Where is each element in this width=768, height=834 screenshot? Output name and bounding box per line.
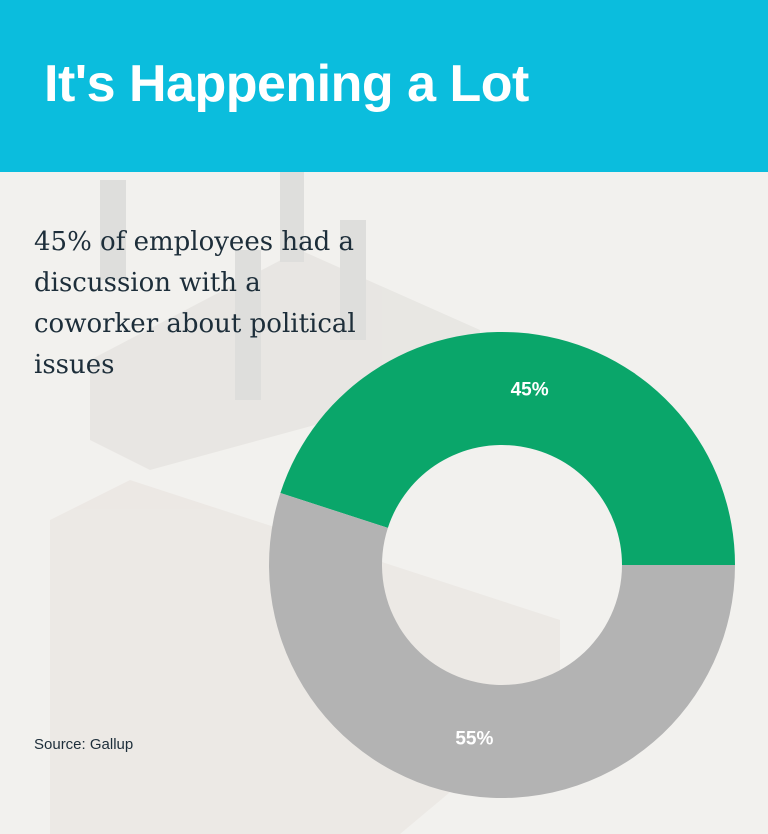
value-label: 55%	[455, 728, 493, 749]
title: It's Happening a Lot	[44, 55, 529, 113]
subtitle: 45% of employees had a discussion with a…	[34, 227, 356, 380]
source: Source: Gallup	[34, 736, 134, 753]
donut-segment	[280, 332, 735, 565]
value-label: 45%	[511, 380, 549, 401]
header-band	[0, 0, 768, 172]
donut-segment	[268, 492, 735, 799]
